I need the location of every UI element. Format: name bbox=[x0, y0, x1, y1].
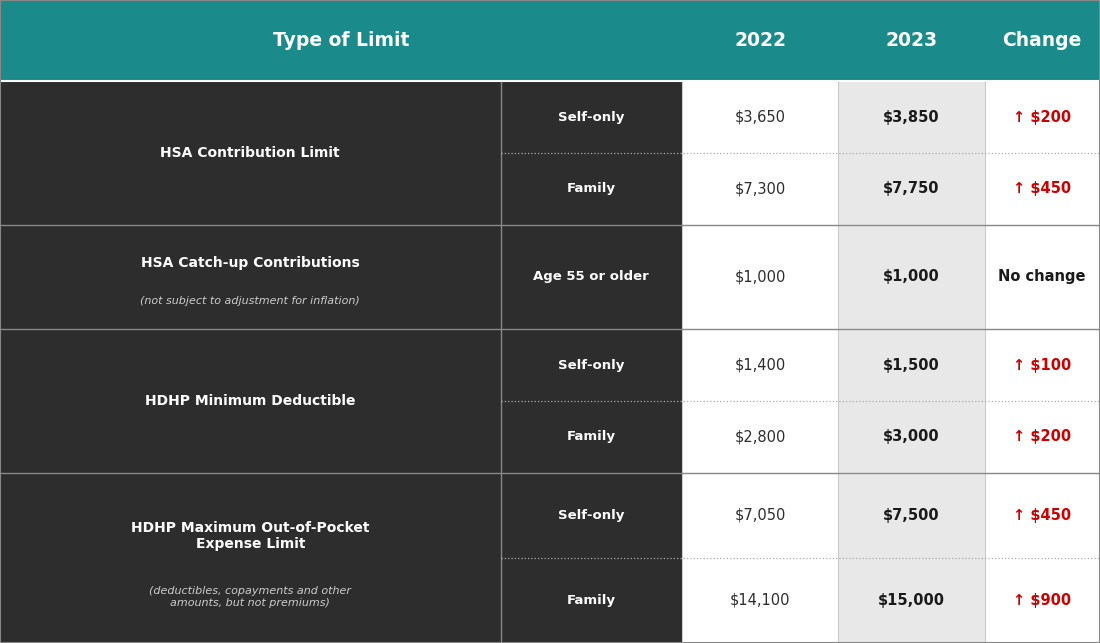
Bar bbox=[682, 329, 838, 473]
Bar bbox=[984, 473, 1100, 643]
Text: ↑ $200: ↑ $200 bbox=[1013, 430, 1071, 444]
Text: $3,850: $3,850 bbox=[883, 110, 939, 125]
Text: $1,500: $1,500 bbox=[883, 358, 939, 372]
Text: Type of Limit: Type of Limit bbox=[273, 31, 409, 50]
Text: $3,650: $3,650 bbox=[735, 110, 785, 125]
Bar bbox=[838, 329, 984, 473]
Text: ↑ $100: ↑ $100 bbox=[1013, 358, 1071, 372]
Text: (deductibles, copayments and other
amounts, but not premiums): (deductibles, copayments and other amoun… bbox=[150, 586, 351, 608]
Text: (not subject to adjustment for inflation): (not subject to adjustment for inflation… bbox=[141, 296, 360, 306]
Bar bbox=[984, 82, 1100, 224]
Text: ↑ $450: ↑ $450 bbox=[1013, 508, 1071, 523]
Bar bbox=[500, 224, 682, 329]
Bar bbox=[838, 224, 984, 329]
Text: 2022: 2022 bbox=[734, 31, 786, 50]
Text: HDHP Minimum Deductible: HDHP Minimum Deductible bbox=[145, 394, 355, 408]
Text: $7,050: $7,050 bbox=[735, 508, 785, 523]
Text: $3,000: $3,000 bbox=[883, 430, 939, 444]
Text: Family: Family bbox=[566, 183, 616, 195]
Bar bbox=[0, 224, 500, 329]
Bar bbox=[0, 329, 500, 473]
Text: ↑ $200: ↑ $200 bbox=[1013, 110, 1071, 125]
Bar bbox=[682, 224, 838, 329]
Text: $7,500: $7,500 bbox=[883, 508, 939, 523]
Text: ↑ $900: ↑ $900 bbox=[1013, 593, 1071, 608]
Text: No change: No change bbox=[999, 269, 1086, 284]
Bar bbox=[500, 82, 682, 224]
Bar bbox=[0, 82, 500, 224]
Bar bbox=[500, 329, 682, 473]
Bar bbox=[682, 473, 838, 643]
Text: Family: Family bbox=[566, 594, 616, 607]
Text: $7,750: $7,750 bbox=[883, 181, 939, 196]
Text: HDHP Maximum Out-of-Pocket
Expense Limit: HDHP Maximum Out-of-Pocket Expense Limit bbox=[131, 521, 370, 550]
Text: Change: Change bbox=[1002, 31, 1082, 50]
Text: HSA Catch-up Contributions: HSA Catch-up Contributions bbox=[141, 257, 360, 270]
Text: Age 55 or older: Age 55 or older bbox=[534, 271, 649, 284]
Text: Self-only: Self-only bbox=[558, 111, 625, 123]
Bar bbox=[838, 473, 984, 643]
Bar bbox=[984, 329, 1100, 473]
Text: $1,000: $1,000 bbox=[735, 269, 785, 284]
Text: $2,800: $2,800 bbox=[735, 430, 785, 444]
Text: ↑ $450: ↑ $450 bbox=[1013, 181, 1071, 196]
Text: $1,400: $1,400 bbox=[735, 358, 785, 372]
Text: $14,100: $14,100 bbox=[729, 593, 790, 608]
Text: 2023: 2023 bbox=[886, 31, 937, 50]
Text: $7,300: $7,300 bbox=[735, 181, 785, 196]
Bar bbox=[500, 473, 682, 643]
Bar bbox=[0, 473, 500, 643]
Bar bbox=[984, 224, 1100, 329]
Bar bbox=[838, 82, 984, 224]
Bar bbox=[682, 82, 838, 224]
Bar bbox=[0, 0, 1100, 82]
Text: Self-only: Self-only bbox=[558, 509, 625, 521]
Text: $1,000: $1,000 bbox=[883, 269, 939, 284]
Text: HSA Contribution Limit: HSA Contribution Limit bbox=[161, 146, 340, 160]
Text: Self-only: Self-only bbox=[558, 359, 625, 372]
Text: Family: Family bbox=[566, 430, 616, 443]
Text: $15,000: $15,000 bbox=[878, 593, 945, 608]
